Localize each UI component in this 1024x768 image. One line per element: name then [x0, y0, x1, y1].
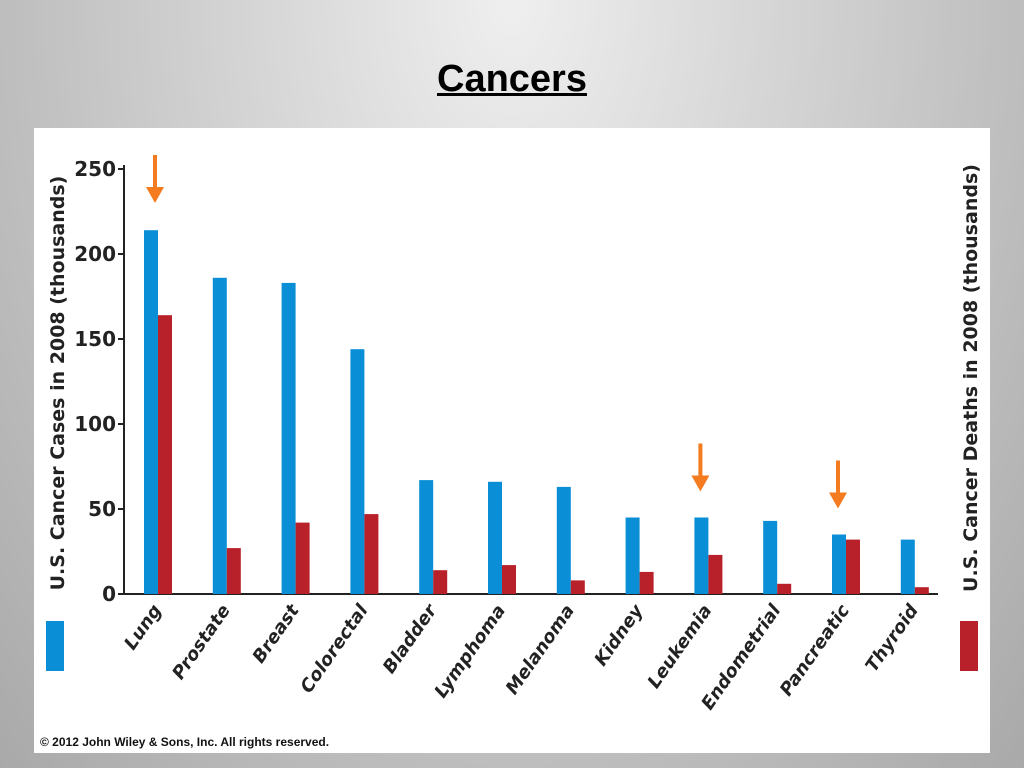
x-tick-label-prostate: Prostate [168, 601, 235, 684]
bar-deaths-endometrial [777, 583, 792, 594]
bar-cases-breast [281, 282, 296, 594]
bar-deaths-melanoma [570, 580, 585, 594]
bar-cases-lymphoma [488, 481, 502, 594]
bar-cases-prostate [212, 277, 227, 594]
y-tick-label: 100 [74, 412, 116, 436]
y-tick-label: 250 [74, 157, 116, 181]
bar-deaths-kidney [639, 571, 654, 594]
x-tick-label-melanoma: Melanoma [502, 601, 579, 699]
highlight-arrow-lung [146, 155, 164, 203]
bar-cases-colorectal [350, 349, 365, 594]
bar-cases-bladder [419, 480, 434, 594]
bar-cases-endometrial [763, 520, 778, 594]
x-tick-label-breast: Breast [248, 600, 304, 667]
bar-deaths-bladder [433, 570, 448, 594]
highlight-arrow-pancreatic [829, 460, 847, 509]
bar-cases-melanoma [556, 486, 571, 594]
bar-cases-lung [144, 230, 158, 594]
x-tick-label-leukemia: Leukemia [644, 601, 717, 693]
x-tick-label-kidney: Kidney [590, 600, 648, 670]
bar-cases-pancreatic [832, 534, 846, 594]
y-tick-label: 150 [74, 327, 116, 351]
legend-swatch-cases [46, 621, 64, 671]
highlight-arrow-leukemia [691, 443, 710, 492]
bar-deaths-lung [158, 315, 172, 594]
bar-cases-leukemia [694, 517, 709, 594]
y-axis-title-right: U.S. Cancer Deaths in 2008 (thousands) [960, 164, 982, 592]
y-tick-label: 200 [74, 242, 116, 266]
bar-deaths-prostate [226, 548, 241, 594]
bar-deaths-breast [295, 522, 310, 594]
bar-deaths-thyroid [914, 587, 929, 594]
y-tick-label: 50 [88, 497, 116, 521]
x-tick-label-lung: Lung [120, 601, 166, 654]
bar-deaths-leukemia [708, 554, 723, 594]
bar-chart: 250 200 150 100 50 0 U.S. Cancer Cases in 2008… [46, 155, 982, 714]
y-tick-label: 0 [102, 582, 116, 606]
bar-cases-thyroid [900, 539, 915, 594]
x-tick-label-pancreatic: Pancreatic [776, 601, 854, 700]
chart-panel: 250 200 150 100 50 0 U.S. Cancer Cases in 2008… [34, 128, 990, 753]
bar-cases-kidney [625, 517, 640, 594]
legend-swatch-deaths [960, 621, 978, 671]
x-tick-label-thyroid: Thyroid [861, 600, 923, 676]
x-tick-label-bladder: Bladder [379, 600, 442, 678]
y-axis-title-left: U.S. Cancer Cases in 2008 (thousands) [47, 176, 69, 591]
copyright-notice: © 2012 John Wiley & Sons, Inc. All right… [40, 735, 330, 749]
bar-deaths-lymphoma [502, 565, 516, 594]
bar-deaths-colorectal [364, 514, 379, 594]
x-tick-label-lymphoma: Lymphoma [431, 601, 511, 702]
slide-title: Cancers [437, 58, 587, 100]
bar-deaths-pancreatic [846, 539, 860, 594]
x-tick-label-colorectal: Colorectal [296, 600, 373, 697]
